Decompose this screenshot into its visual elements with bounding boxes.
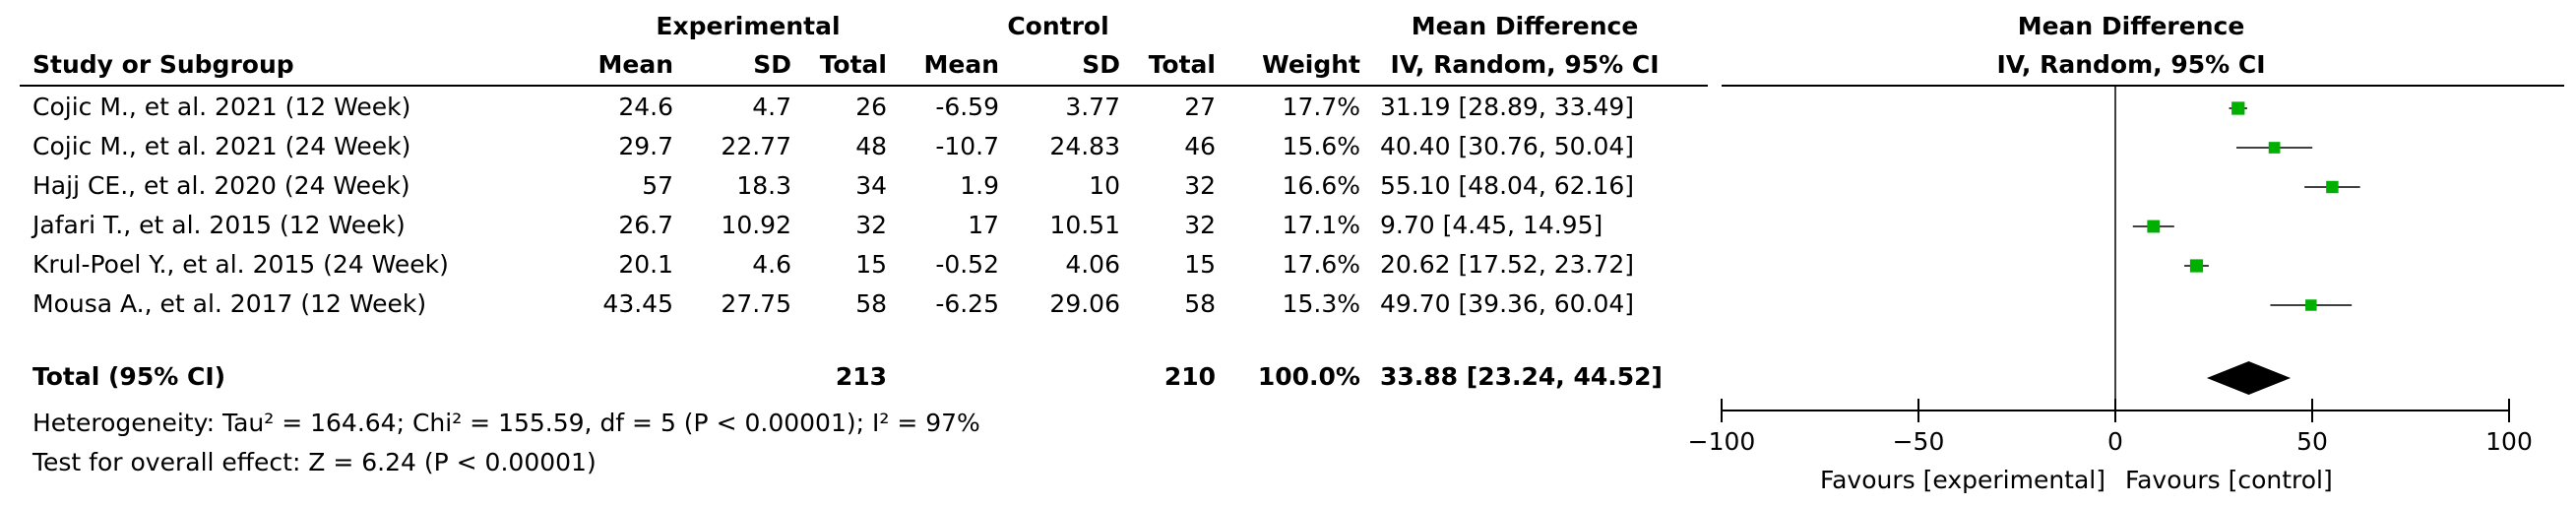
cell: -10.7: [935, 132, 999, 160]
effect-square: [2147, 220, 2161, 233]
column-header: Mean: [923, 50, 999, 79]
study-name: Jafari T., et al. 2015 (12 Week): [31, 211, 406, 239]
cell: 26: [855, 93, 887, 121]
cell: 48: [855, 132, 887, 160]
md-ci: 9.70 [4.45, 14.95]: [1380, 211, 1602, 239]
cell: 15: [855, 250, 887, 279]
x-tick-label: 0: [2107, 427, 2123, 456]
md-ci: 40.40 [30.76, 50.04]: [1380, 132, 1634, 160]
cell: 20.1: [618, 250, 673, 279]
effect-square: [2189, 259, 2204, 273]
cell: 46: [1184, 132, 1216, 160]
cell: 17: [968, 211, 999, 239]
md-ci: 31.19 [28.89, 33.49]: [1380, 93, 1634, 121]
cell: 4.7: [752, 93, 791, 121]
cell: 27: [1184, 93, 1216, 121]
cell: 17.1%: [1283, 211, 1360, 239]
cell: 16.6%: [1283, 171, 1360, 200]
column-header: IV, Random, 95% CI: [1996, 50, 2265, 79]
heterogeneity: Heterogeneity: Tau² = 164.64; Chi² = 155…: [32, 409, 980, 437]
group-header: Experimental: [656, 12, 840, 40]
cell: -6.25: [935, 289, 999, 318]
cell: 58: [1184, 289, 1216, 318]
column-header: SD: [753, 50, 791, 79]
cell: -0.52: [935, 250, 999, 279]
cell: 32: [855, 211, 887, 239]
total-cell: 210: [1164, 362, 1216, 391]
favours-right: Favours [control]: [2125, 466, 2333, 494]
md-ci: 20.62 [17.52, 23.72]: [1380, 250, 1634, 279]
study-name: Hajj CE., et al. 2020 (24 Week): [32, 171, 410, 200]
study-name: Mousa A., et al. 2017 (12 Week): [32, 289, 426, 318]
effect-square: [2231, 101, 2245, 115]
cell: 3.77: [1065, 93, 1120, 121]
cell: 4.06: [1065, 250, 1120, 279]
column-header: Mean: [597, 50, 673, 79]
cell: 10.92: [721, 211, 791, 239]
favours-left: Favours [experimental]: [1820, 466, 2105, 494]
cell: 18.3: [736, 171, 791, 200]
cell: 17.6%: [1283, 250, 1360, 279]
summary-diamond: [2206, 361, 2292, 395]
column-header: Weight: [1262, 50, 1360, 79]
total-md-ci: 33.88 [23.24, 44.52]: [1380, 362, 1663, 391]
column-header: Study or Subgroup: [32, 50, 294, 79]
total-cell: 100.0%: [1258, 362, 1360, 391]
total-cell: 213: [836, 362, 887, 391]
cell: 34: [855, 171, 887, 200]
cell: 43.45: [602, 289, 673, 318]
cell: 29.7: [618, 132, 673, 160]
cell: -6.59: [935, 93, 999, 121]
md-ci: 49.70 [39.36, 60.04]: [1380, 289, 1634, 318]
group-header: Mean Difference: [1412, 12, 1639, 40]
overall-effect: Test for overall effect: Z = 6.24 (P < 0…: [31, 448, 597, 476]
column-header: Total: [820, 50, 887, 79]
cell: 1.9: [960, 171, 999, 200]
cell: 29.06: [1049, 289, 1120, 318]
cell: 58: [855, 289, 887, 318]
cell: 4.6: [752, 250, 791, 279]
cell: 26.7: [618, 211, 673, 239]
cell: 24.6: [618, 93, 673, 121]
cell: 15: [1184, 250, 1216, 279]
effect-square: [2305, 299, 2317, 311]
x-tick-label: 50: [2296, 427, 2328, 456]
column-header: IV, Random, 95% CI: [1390, 50, 1659, 79]
effect-square: [2326, 180, 2339, 194]
cell: 17.7%: [1283, 93, 1360, 121]
cell: 15.3%: [1283, 289, 1360, 318]
cell: 22.77: [721, 132, 791, 160]
cell: 10.51: [1049, 211, 1120, 239]
total-name: Total (95% CI): [32, 362, 225, 391]
x-tick-label: 100: [2485, 427, 2533, 456]
study-name: Cojic M., et al. 2021 (12 Week): [32, 93, 410, 121]
x-tick-label: −100: [1688, 427, 1756, 456]
study-name: Krul-Poel Y., et al. 2015 (24 Week): [32, 250, 449, 279]
cell: 15.6%: [1283, 132, 1360, 160]
x-tick-label: −50: [1893, 427, 1945, 456]
column-header: Total: [1149, 50, 1216, 79]
cell: 32: [1184, 171, 1216, 200]
cell: 10: [1089, 171, 1120, 200]
md-ci: 55.10 [48.04, 62.16]: [1380, 171, 1634, 200]
effect-square: [2268, 142, 2281, 154]
cell: 27.75: [721, 289, 791, 318]
column-header: SD: [1082, 50, 1120, 79]
cell: 57: [642, 171, 673, 200]
group-header: Mean Difference: [2018, 12, 2245, 40]
study-name: Cojic M., et al. 2021 (24 Week): [32, 132, 410, 160]
group-header: Control: [1007, 12, 1108, 40]
cell: 32: [1184, 211, 1216, 239]
cell: 24.83: [1049, 132, 1120, 160]
